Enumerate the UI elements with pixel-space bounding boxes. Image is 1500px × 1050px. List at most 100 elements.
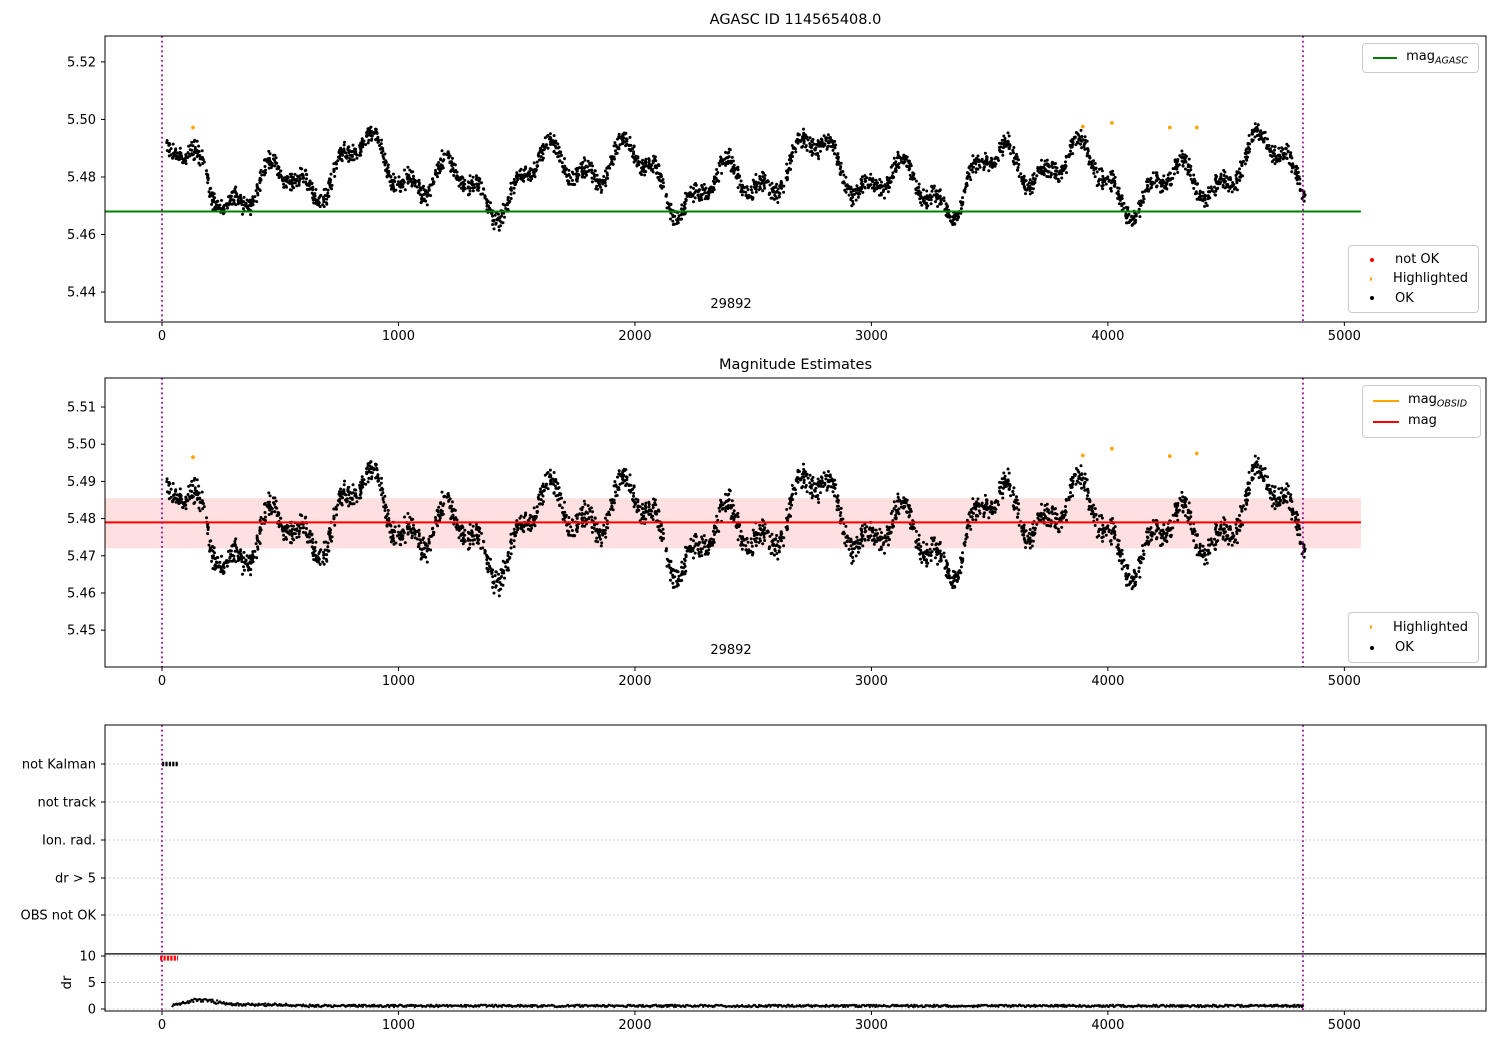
- ok-point: [495, 218, 499, 222]
- ok-point: [477, 538, 481, 542]
- ok-point: [723, 506, 727, 510]
- ok-point: [380, 476, 383, 480]
- ok-point: [665, 557, 669, 561]
- ok-point: [1289, 154, 1293, 158]
- ok-point: [1176, 158, 1180, 161]
- ok-point: [1017, 175, 1021, 178]
- ok-point: [563, 157, 566, 161]
- ok-point: [189, 143, 193, 147]
- ok-point: [1130, 223, 1134, 227]
- ok-point: [865, 525, 869, 529]
- ok-point: [613, 141, 617, 145]
- ok-point: [718, 509, 722, 513]
- ok-point: [1141, 194, 1145, 198]
- ok-point: [436, 524, 439, 528]
- ok-point: [839, 518, 843, 522]
- ok-point: [399, 531, 403, 535]
- ok-point: [601, 528, 605, 532]
- ok-point: [236, 198, 240, 202]
- ok-point: [366, 141, 370, 145]
- ok-point: [397, 175, 401, 179]
- ok-point: [450, 160, 453, 164]
- ok-point: [775, 196, 779, 200]
- ok-point: [584, 170, 588, 174]
- ok-point: [489, 201, 492, 205]
- ok-point: [328, 531, 332, 535]
- ok-point: [953, 217, 957, 221]
- ok-point: [856, 186, 860, 190]
- ok-point: [1186, 165, 1190, 169]
- ok-point: [268, 152, 272, 156]
- ok-point: [1216, 186, 1220, 190]
- ok-point: [625, 478, 629, 482]
- ok-point: [470, 179, 474, 183]
- ok-point: [307, 532, 311, 536]
- ok-point: [729, 159, 733, 163]
- ok-point: [329, 172, 333, 176]
- ok-point: [1022, 174, 1026, 178]
- ok-point: [754, 540, 758, 544]
- ok-point: [770, 532, 774, 536]
- ok-point: [1079, 139, 1083, 143]
- ok-point: [651, 167, 655, 171]
- ok-point: [880, 180, 883, 184]
- ok-point: [566, 529, 569, 533]
- ok-point: [786, 516, 790, 520]
- ok-point: [197, 506, 201, 510]
- ok-point: [1255, 134, 1259, 138]
- ok-point: [494, 584, 498, 588]
- ok-point: [233, 539, 237, 543]
- ok-point: [878, 178, 882, 181]
- ok-point: [457, 536, 461, 540]
- ok-point: [1082, 143, 1086, 147]
- ok-point: [200, 490, 204, 494]
- ok-point: [177, 500, 181, 504]
- ok-point: [198, 496, 202, 500]
- ok-point: [880, 531, 883, 535]
- ok-point: [557, 486, 561, 490]
- ok-point: [313, 194, 317, 198]
- ok-point: [772, 553, 776, 557]
- ok-point: [167, 491, 171, 495]
- ok-point: [556, 493, 560, 497]
- ok-point: [222, 204, 226, 208]
- ok-point: [724, 163, 728, 167]
- y-tick-label: 5.48: [67, 170, 96, 185]
- ok-point: [802, 462, 805, 466]
- ok-point: [543, 473, 547, 477]
- ok-point: [519, 527, 523, 531]
- x-tick-label: 1000: [382, 674, 415, 689]
- ok-point: [468, 174, 472, 178]
- ok-point: [319, 548, 323, 552]
- ok-point: [196, 493, 200, 497]
- ok-point: [242, 556, 246, 560]
- ok-point: [824, 473, 828, 477]
- ok-point: [878, 527, 882, 531]
- ok-point: [481, 192, 485, 196]
- ok-point: [816, 477, 820, 481]
- ok-point: [1184, 160, 1188, 164]
- ok-point: [273, 153, 277, 157]
- ok-point: [369, 131, 373, 135]
- ok-point: [761, 189, 765, 193]
- ok-point: [1051, 166, 1055, 169]
- ok-point: [1180, 149, 1184, 153]
- ok-point: [191, 144, 195, 148]
- ok-point: [393, 180, 397, 183]
- ok-point: [405, 175, 409, 179]
- ok-point: [790, 503, 794, 507]
- ok-point: [793, 488, 797, 492]
- ok-point: [258, 189, 262, 192]
- ok-point: [251, 197, 255, 201]
- ok-point: [1270, 144, 1274, 148]
- ok-point: [434, 516, 437, 519]
- ok-point: [1172, 172, 1176, 176]
- ok-point: [1173, 158, 1177, 162]
- ok-point: [575, 530, 579, 533]
- ok-point: [1109, 189, 1113, 193]
- ok-point: [242, 207, 245, 211]
- ok-point: [242, 565, 245, 569]
- ok-point: [193, 157, 197, 161]
- ok-point: [823, 142, 827, 146]
- ok-point: [718, 159, 722, 163]
